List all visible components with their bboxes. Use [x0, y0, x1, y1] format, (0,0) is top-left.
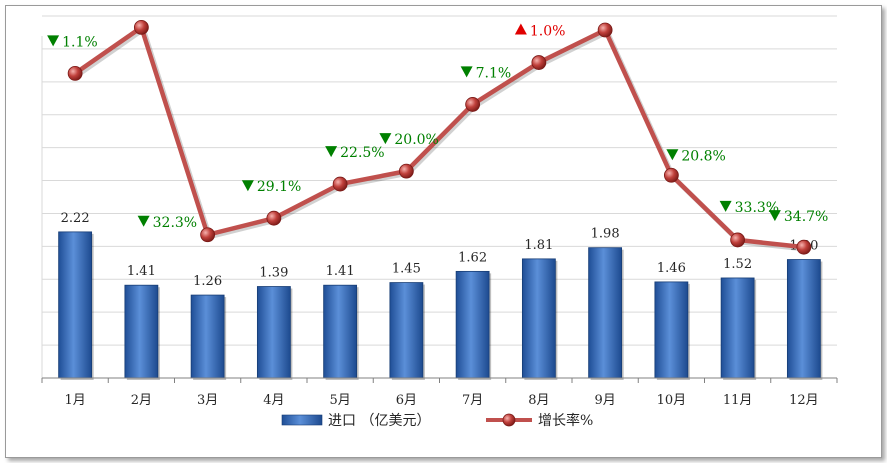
bar-value-label: 1.45 [392, 262, 421, 277]
down-arrow-icon [137, 215, 150, 227]
series-line [73, 25, 805, 250]
growth-rate-label: 7.1% [476, 65, 512, 81]
line-marker [597, 22, 613, 38]
line-marker [796, 239, 812, 255]
bar-value-label: 1.81 [524, 238, 553, 253]
line-marker [332, 176, 348, 192]
growth-rate-label: 1.0% [530, 24, 566, 40]
bar [786, 259, 821, 379]
line-marker [266, 210, 282, 226]
grid-lines [41, 15, 837, 379]
down-arrow-icon [666, 149, 679, 161]
x-axis: 1月 2月 3月 4月 5月 6月 7月 8月 9月 10月 11月 12月 [41, 377, 838, 408]
line-marker [200, 227, 216, 243]
x-tick-label: 8月 [528, 393, 549, 408]
bar-value-label: 1.39 [259, 266, 288, 281]
legend-line-marker [502, 413, 516, 427]
x-tick-label: 7月 [462, 393, 483, 408]
growth-rate-label: 1.1% [62, 34, 98, 50]
growth-rate-label: 7.3% [600, 6, 636, 8]
x-tick-label: 3月 [197, 393, 218, 408]
bar-value-label: 1.41 [326, 264, 355, 279]
x-tick-label: 1月 [64, 393, 85, 408]
line-marker [398, 163, 414, 179]
x-tick-label: 11月 [723, 393, 753, 408]
legend-line-label: 增长率% [538, 412, 593, 429]
bar [588, 247, 623, 379]
up-arrow-icon [514, 23, 527, 35]
x-tick-label: 4月 [263, 393, 284, 408]
line-series: 1.1%7.8%32.3%29.1%22.5%20.0%7.1%1.0%7.3%… [47, 0, 828, 255]
chart-frame: 2.22 1.41 1.26 1.39 1.41 1.45 1.62 1.81 1.98 1.46… [5, 0, 882, 458]
bar [323, 284, 358, 379]
x-tick-label: 9月 [594, 393, 615, 408]
growth-rate-label: 20.8% [681, 148, 725, 164]
line-marker [663, 167, 679, 183]
growth-rate-label: 29.1% [257, 179, 301, 195]
bar [654, 281, 689, 379]
growth-rate-label: 22.5% [340, 145, 384, 161]
bar [720, 277, 755, 379]
chart: 2.22 1.41 1.26 1.39 1.41 1.45 1.62 1.81 1.98 1.46… [41, 0, 838, 429]
x-tick-label: 12月 [789, 393, 819, 408]
line-marker [730, 232, 746, 248]
bar-value-label: 1.62 [458, 250, 487, 265]
line-marker [465, 97, 481, 112]
growth-rate-label: 34.7% [784, 209, 828, 225]
bar [256, 286, 291, 379]
down-arrow-icon [325, 146, 338, 158]
bar [455, 270, 490, 379]
legend-bar-label: 进口 （亿美元） [328, 413, 430, 429]
x-tick-label: 5月 [329, 393, 350, 408]
bar [190, 294, 225, 379]
bar-value-label: 1.26 [193, 274, 222, 289]
x-tick-label: 2月 [131, 393, 152, 408]
bar [521, 258, 556, 379]
growth-rate-label: 32.3% [153, 215, 197, 231]
down-arrow-icon [460, 66, 473, 78]
bar-series: 2.22 1.41 1.26 1.39 1.41 1.45 1.62 1.81 1.98 1.46… [58, 211, 823, 380]
bar-value-label: 1.41 [127, 264, 156, 279]
bar [389, 282, 424, 379]
x-tick-label: 6月 [396, 393, 417, 408]
down-arrow-icon [768, 210, 781, 222]
line-marker [133, 19, 149, 35]
bar-value-label: 2.22 [61, 211, 90, 226]
bar [124, 284, 159, 379]
growth-rate-label: 33.3% [735, 200, 779, 216]
growth-rate-label: 20.0% [394, 132, 438, 148]
down-arrow-icon [719, 200, 732, 212]
legend-bar-swatch [281, 414, 323, 426]
legend: 进口 （亿美元） 增长率% [281, 412, 593, 429]
line-marker [67, 66, 83, 81]
bar-value-label: 1.98 [591, 227, 620, 242]
bar-value-label: 1.46 [657, 261, 686, 276]
bar-value-label: 1.52 [723, 257, 752, 272]
bar [58, 231, 93, 379]
down-arrow-icon [241, 180, 254, 192]
line-marker [531, 55, 547, 70]
x-tick-label: 10月 [657, 393, 687, 408]
down-arrow-icon [379, 133, 392, 145]
down-arrow-icon [47, 35, 60, 47]
